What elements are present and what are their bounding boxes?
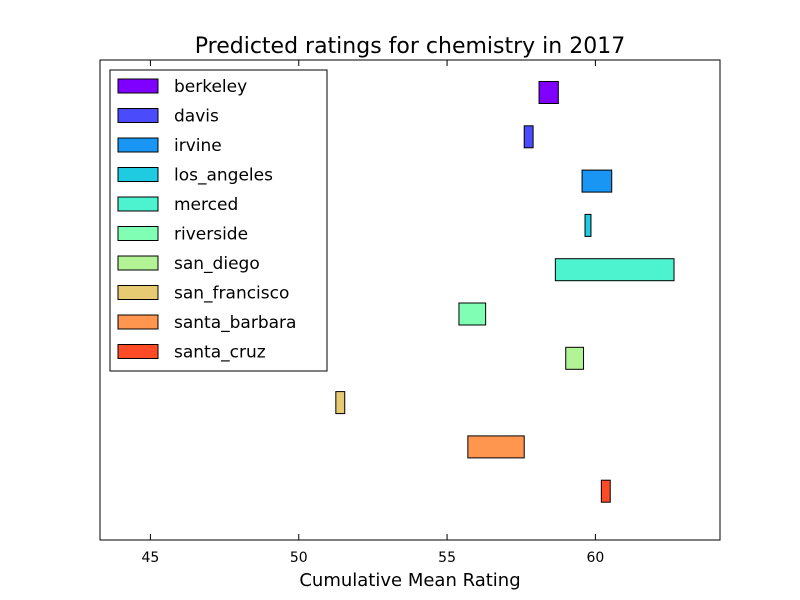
legend-swatch-san-francisco	[117, 285, 159, 300]
legend-swatch-berkeley	[117, 78, 159, 94]
bar-los-angeles	[584, 213, 592, 237]
legend-label-merced: merced	[174, 195, 238, 215]
bar-merced	[554, 258, 675, 282]
bar-berkeley	[538, 81, 559, 104]
legend-swatch-santa-barbara	[117, 314, 159, 330]
bar-irvine	[581, 169, 613, 193]
legend-label-berkeley: berkeley	[174, 77, 247, 97]
bar-riverside	[458, 302, 487, 326]
bar-san-francisco	[335, 391, 346, 415]
x-axis-ticks: 45 50 55 60	[142, 60, 604, 566]
plot-frame	[99, 59, 721, 541]
bar-santa-barbara	[467, 435, 525, 459]
legend-label-santa-cruz: santa_cruz	[174, 343, 266, 363]
x-tick-label: 50	[290, 550, 308, 566]
legend-swatch-merced	[117, 196, 159, 212]
legend-swatch-san-diego	[117, 255, 159, 271]
legend-label-san-diego: san_diego	[174, 254, 260, 274]
x-tick-label: 45	[142, 550, 160, 566]
legend-label-riverside: riverside	[174, 225, 248, 245]
legend-swatch-riverside	[117, 226, 159, 241]
bar-davis	[523, 125, 534, 149]
legend-swatch-irvine	[117, 137, 159, 153]
legend-label-san-francisco: san_francisco	[174, 284, 289, 304]
x-tick-label: 60	[586, 550, 604, 566]
legend-swatch-santa-cruz	[117, 344, 159, 359]
x-tick-label: 55	[438, 550, 456, 566]
legend-swatch-davis	[117, 108, 159, 123]
chart-title: Predicted ratings for chemistry in 2017	[195, 34, 625, 59]
legend-label-davis: davis	[174, 107, 219, 127]
bars-layer	[335, 81, 675, 503]
x-axis-label: Cumulative Mean Rating	[299, 570, 520, 591]
legend-swatch-los-angeles	[117, 167, 159, 182]
bar-santa-cruz	[600, 479, 611, 503]
bar-san-diego	[565, 346, 585, 370]
legend-label-santa-barbara: santa_barbara	[174, 313, 296, 333]
legend-label-los-angeles: los_angeles	[174, 166, 273, 186]
legend-label-irvine: irvine	[174, 136, 222, 156]
